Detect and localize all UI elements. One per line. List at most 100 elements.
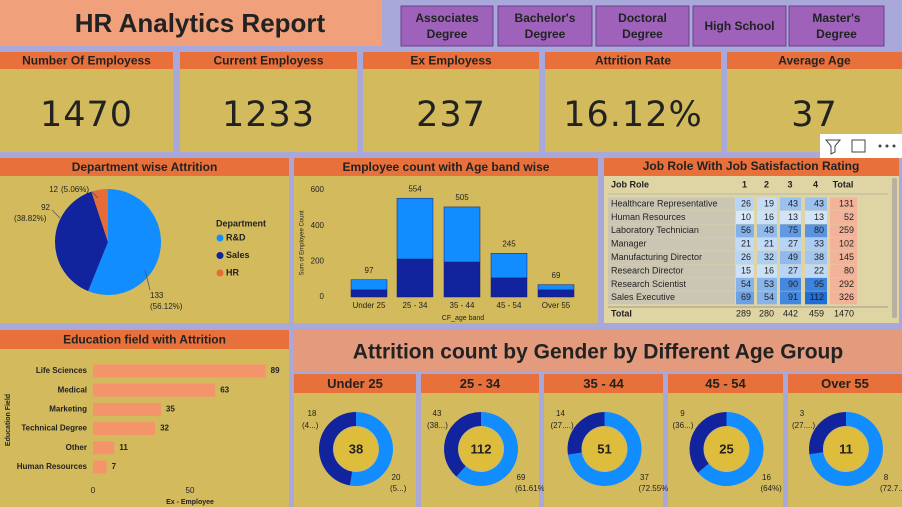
percent-label: (4...) bbox=[302, 421, 319, 430]
percent-label: (5...) bbox=[390, 484, 407, 493]
data-label: 8 bbox=[884, 473, 889, 482]
cell bbox=[830, 237, 857, 251]
panel-header bbox=[545, 52, 721, 69]
panel-header bbox=[0, 52, 173, 69]
total-label: 505 bbox=[455, 193, 469, 202]
cell bbox=[757, 210, 777, 224]
row-label: Laboratory Technician bbox=[611, 225, 699, 235]
kpi-value: 37 bbox=[791, 95, 838, 135]
cell bbox=[805, 224, 827, 238]
slicer-label[interactable]: Bachelor's Degree bbox=[515, 11, 576, 41]
column-header: 4 bbox=[813, 179, 818, 189]
cell-value: 10 bbox=[741, 212, 751, 222]
cell bbox=[830, 251, 857, 265]
row-label: Research Scientist bbox=[611, 279, 687, 289]
total-label: 97 bbox=[365, 266, 374, 275]
percent-label: (5.06%) bbox=[61, 185, 89, 194]
x-axis-title: Ex - Employee bbox=[166, 499, 214, 506]
percent-label: (38...) bbox=[427, 421, 448, 430]
cell-value: 280 bbox=[759, 308, 774, 318]
data-label: 9 bbox=[680, 409, 685, 418]
data-label: 7 bbox=[112, 462, 117, 471]
slicer-button[interactable] bbox=[400, 5, 494, 47]
cell-value: 131 bbox=[839, 198, 854, 208]
donut-slice bbox=[689, 412, 727, 473]
slicer-button[interactable] bbox=[497, 5, 593, 47]
row-label: Manufacturing Director bbox=[611, 252, 702, 262]
kpi-value: 16.12% bbox=[563, 95, 702, 135]
slicer-label[interactable]: Doctoral Degree bbox=[618, 11, 667, 41]
legend-title: Department bbox=[216, 218, 266, 228]
panel-title: 35 - 44 bbox=[583, 376, 624, 391]
data-label: 14 bbox=[556, 409, 565, 418]
cell bbox=[780, 291, 801, 305]
cell bbox=[757, 237, 777, 251]
percent-label: (61.61%) bbox=[515, 484, 548, 493]
legend-swatch bbox=[216, 252, 224, 259]
cell-value: 54 bbox=[764, 292, 774, 302]
cell-value: 91 bbox=[788, 292, 798, 302]
slicer-button[interactable] bbox=[692, 5, 787, 47]
slicer-button[interactable] bbox=[788, 5, 885, 47]
slicer-button[interactable] bbox=[595, 5, 690, 47]
more-icon bbox=[878, 144, 882, 148]
y-tick-label: Technical Degree bbox=[21, 424, 87, 433]
cell-value: 33 bbox=[814, 239, 824, 249]
donut-total: 51 bbox=[597, 441, 611, 456]
y-axis-title: Sum of Employee Count bbox=[300, 210, 306, 275]
row-label: Sales Executive bbox=[611, 292, 675, 302]
bar-segment bbox=[537, 284, 575, 291]
y-tick-label: Other bbox=[66, 443, 87, 452]
slicer-label[interactable]: Associates Degree bbox=[415, 11, 479, 41]
cell bbox=[780, 210, 801, 224]
cell-value: 16 bbox=[764, 265, 774, 275]
donut-total: 38 bbox=[349, 441, 363, 456]
cell-value: 27 bbox=[788, 265, 798, 275]
cell bbox=[830, 277, 857, 291]
panel-header bbox=[0, 330, 289, 349]
panel-header bbox=[544, 374, 663, 393]
section-title-box bbox=[294, 330, 902, 372]
panel-header bbox=[727, 52, 902, 69]
cell-value: 21 bbox=[764, 239, 774, 249]
filter-icon bbox=[824, 139, 842, 155]
donut-center bbox=[825, 428, 867, 470]
panel-title: Department wise Attrition bbox=[72, 160, 218, 174]
cell bbox=[736, 291, 754, 305]
cell bbox=[757, 197, 777, 211]
cell bbox=[757, 291, 777, 305]
kpi-value: 1233 bbox=[222, 95, 315, 135]
slicer-label[interactable]: High School bbox=[705, 19, 775, 33]
panel-title: Under 25 bbox=[327, 376, 383, 391]
cell bbox=[757, 251, 777, 265]
leader-line bbox=[144, 269, 151, 291]
panel-title: Current Employess bbox=[213, 54, 323, 68]
legend-label: Sales bbox=[226, 250, 250, 260]
donut-center bbox=[583, 428, 626, 470]
cell bbox=[780, 277, 801, 291]
donut-slice bbox=[697, 412, 764, 486]
row-label: Total bbox=[611, 308, 632, 318]
cell bbox=[780, 264, 801, 278]
legend-swatch bbox=[216, 269, 224, 277]
data-label: 89 bbox=[271, 366, 280, 375]
focus-icon bbox=[851, 139, 866, 153]
data-label: 92 bbox=[41, 203, 50, 212]
panel-header bbox=[788, 374, 902, 393]
cell bbox=[757, 307, 777, 321]
y-tick-label: 200 bbox=[311, 256, 325, 265]
donut-total: 11 bbox=[839, 441, 853, 456]
panel-header bbox=[180, 52, 357, 69]
cell bbox=[757, 224, 777, 238]
panel-header bbox=[0, 158, 289, 176]
cell bbox=[805, 197, 827, 211]
cell bbox=[830, 197, 857, 211]
leader-line bbox=[91, 191, 99, 199]
slicer-label[interactable]: Master's Degree bbox=[812, 11, 861, 41]
cell-value: 442 bbox=[783, 308, 798, 318]
bar bbox=[93, 364, 266, 378]
row-cell bbox=[608, 237, 735, 251]
cell-value: 13 bbox=[788, 212, 798, 222]
data-label: 37 bbox=[640, 473, 649, 482]
cell-value: 102 bbox=[839, 239, 854, 249]
